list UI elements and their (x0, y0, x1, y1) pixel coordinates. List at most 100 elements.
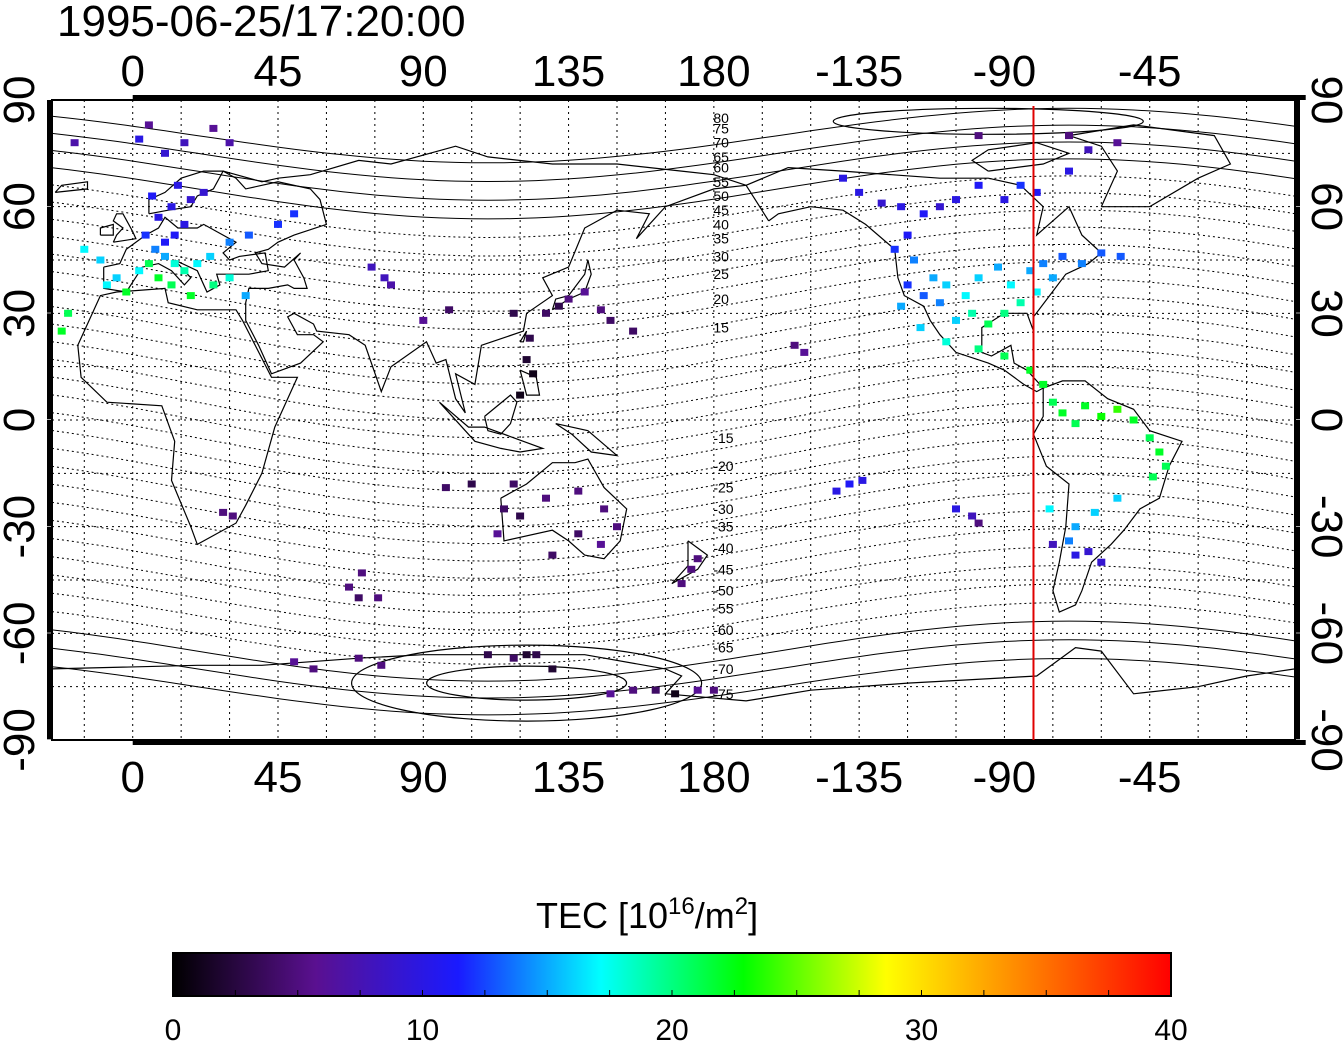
tec-point (839, 174, 847, 182)
tec-point (984, 320, 993, 328)
tec-point (1032, 288, 1041, 296)
contour-line (52, 295, 1295, 367)
bottom-tick-bar (859, 740, 1016, 745)
coastline (112, 213, 137, 243)
tec-point (193, 260, 202, 268)
tec-point (1032, 188, 1041, 196)
tec-point (225, 238, 234, 246)
tec-point (542, 309, 550, 317)
tec-point (170, 231, 179, 239)
right-lat-label: 0 (1302, 408, 1344, 432)
right-tick-bar (1295, 313, 1300, 420)
tec-point (374, 594, 383, 602)
contour-label: -55 (713, 600, 733, 616)
tec-point (483, 651, 492, 659)
right-lat-label: 90 (1302, 76, 1344, 125)
coastline (77, 287, 299, 546)
coastline (500, 458, 628, 560)
tec-point (532, 651, 541, 659)
left-lat-label: 90 (0, 76, 44, 125)
tec-point (1026, 366, 1035, 374)
tec-point (1016, 181, 1025, 189)
colorbar-tick-label: 20 (655, 1014, 688, 1047)
tec-point (1039, 260, 1048, 268)
top-lon-label: 90 (399, 47, 448, 96)
tec-point (1071, 551, 1080, 559)
coastline (103, 216, 269, 293)
contour-line (52, 455, 1295, 527)
tec-point (170, 260, 179, 268)
tec-point (613, 523, 621, 531)
bottom-tick-bar (278, 740, 434, 745)
tec-point (148, 192, 157, 200)
bottom-lon-label: 135 (532, 753, 605, 802)
colorbar: TEC [1016/m2] 0 10 20 30 40 (165, 893, 1188, 1047)
tec-point (1129, 416, 1138, 424)
tec-point (1113, 405, 1122, 413)
coastline (438, 401, 546, 453)
contour-label: -35 (713, 519, 733, 535)
contour-line (52, 509, 1295, 579)
contour-line (52, 226, 1295, 294)
colorbar-tick-label: 30 (905, 1014, 938, 1047)
tec-point (154, 213, 163, 221)
tec-point (596, 540, 605, 548)
tec-point (522, 651, 531, 659)
right-lat-label: 30 (1302, 289, 1344, 338)
coastline (99, 223, 114, 236)
top-tick-bar (568, 95, 725, 100)
coastline (519, 330, 528, 343)
tec-point (974, 274, 983, 282)
tec-point (1155, 448, 1164, 456)
tec-point (919, 210, 928, 218)
left-lat-label: -30 (0, 495, 44, 559)
top-lon-label: 180 (677, 47, 750, 96)
tec-point (1148, 473, 1157, 481)
tec-point (877, 199, 886, 207)
figure-title: 1995-06-25/17:20:00 (57, 0, 466, 46)
tec-point (122, 288, 131, 296)
tec-point (1084, 146, 1093, 154)
contour-label: 65 (713, 149, 729, 165)
contour-line (52, 366, 1295, 439)
tec-point (1113, 494, 1122, 502)
contour-label: -40 (713, 540, 733, 556)
contour-line (52, 383, 1295, 457)
tec-point (974, 132, 983, 140)
tec-point (1000, 196, 1009, 204)
contour-label: 60 (713, 160, 729, 176)
contour-line (52, 261, 1295, 331)
tec-point (1077, 260, 1086, 268)
colorbar-title: TEC [1016/m2] (536, 893, 758, 936)
coastline (551, 259, 592, 311)
tec-point (1065, 537, 1073, 545)
tec-point (186, 196, 195, 204)
contour-label: -45 (713, 561, 733, 577)
left-lat-label: -90 (0, 708, 44, 772)
contour-label: -15 (713, 430, 733, 446)
top-lon-label: -135 (815, 47, 903, 96)
contour-label: 40 (713, 216, 729, 232)
tec-point (903, 281, 912, 289)
tec-point (345, 583, 353, 591)
top-lon-label: -45 (1118, 47, 1182, 96)
tec-point (935, 203, 944, 211)
top-lon-label: 0 (120, 47, 144, 96)
tec-point (225, 139, 234, 147)
contour-line (52, 124, 1295, 183)
contour-label: 55 (713, 174, 729, 190)
top-tick-bar (278, 95, 434, 100)
contour-label: 20 (713, 291, 729, 307)
tec-point (1065, 132, 1073, 140)
tec-point (57, 327, 66, 335)
tec-point (1058, 252, 1067, 260)
tec-point (709, 686, 718, 694)
tec-point (564, 295, 573, 303)
contour-label: -65 (713, 640, 733, 656)
right-tick-bar (1295, 100, 1300, 206)
tec-point (800, 348, 809, 356)
tec-point (219, 508, 228, 516)
tec-point (244, 231, 253, 239)
tec-point (671, 690, 680, 698)
